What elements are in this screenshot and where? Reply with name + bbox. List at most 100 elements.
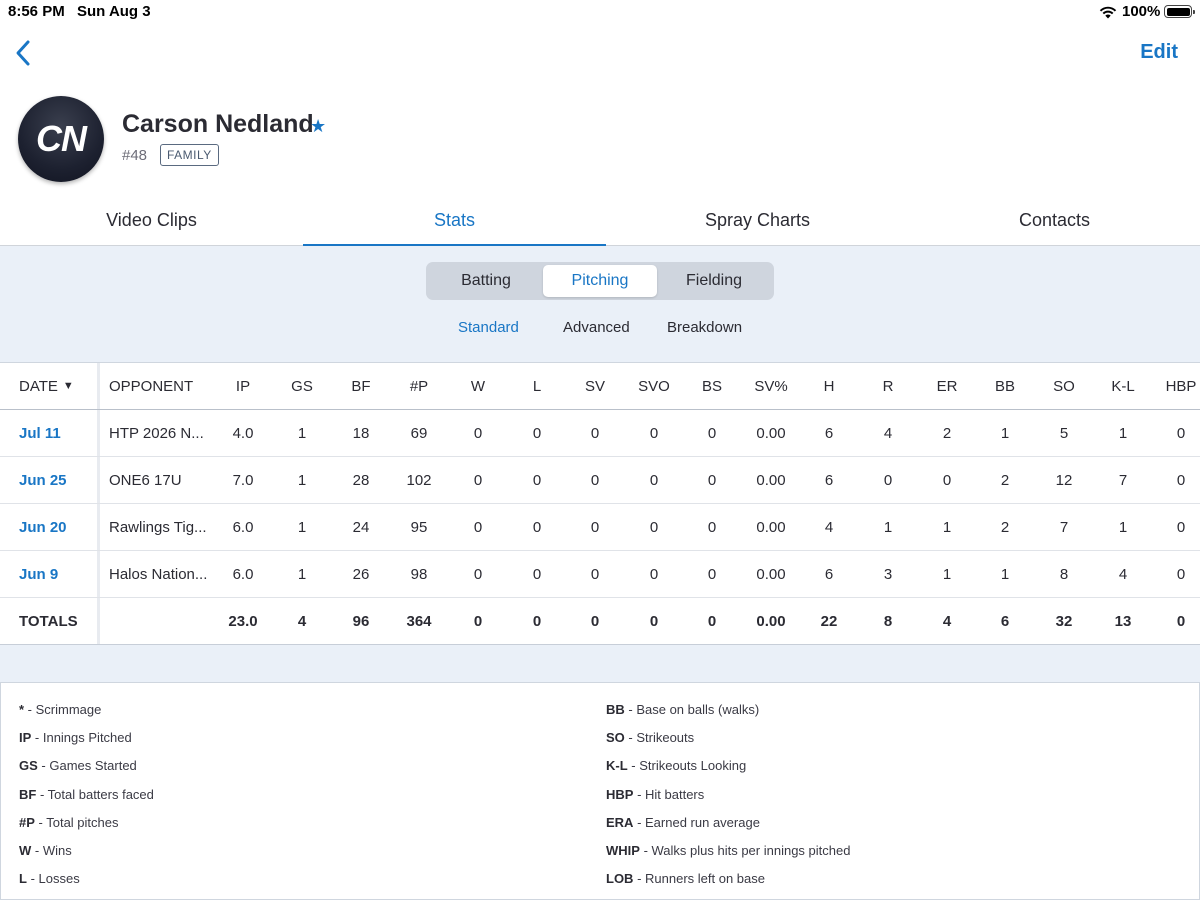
stat-value: 6 [824,471,834,489]
totals-row: TOTALS 23.0 4 96 364 0 0 0 0 0 0.00 22 8 4 6 32 13 0 [0,598,1200,645]
stat-value: 0 [1176,424,1186,442]
opponent-name: HTP 2026 N... [109,424,204,442]
stat-value: 0.00 [756,565,786,583]
legend-item: BB - Base on balls (walks) [606,702,759,717]
status-time: 8:56 PM [8,3,65,20]
status-date: Sun Aug 3 [77,3,151,20]
subtab-advanced[interactable]: Advanced [563,319,630,336]
stat-value: 0 [707,471,717,489]
total-value: 364 [406,612,432,630]
subtab-breakdown[interactable]: Breakdown [667,319,743,336]
stat-value: 0 [473,518,483,536]
legend-item: GS - Games Started [19,758,137,773]
legend-description: - Total pitches [34,814,119,830]
stat-value: 6 [824,424,834,442]
legend-description: - Scrimmage [24,702,102,717]
stat-value: 0 [883,471,893,489]
stat-value: 1 [883,518,893,536]
segment-pitching[interactable]: Pitching [543,265,657,297]
legend-item: L - Losses [19,871,80,886]
stat-value: 0 [707,424,717,442]
star-icon[interactable]: ★ [310,116,327,136]
table-row[interactable]: Jun 9 Halos Nation... 6.0 1 26 98 0 0 0 0 0 0.00 6 3 1… [0,551,1200,598]
stat-value: 12 [1055,471,1073,489]
total-value: 0 [473,612,483,630]
opponent-column-header[interactable]: OPPONENT [109,377,194,395]
legend-item: SO - Strikeouts [606,730,694,745]
game-date-link[interactable]: Jun 20 [19,518,67,536]
segment-fielding[interactable]: Fielding [685,272,743,289]
stat-value: 0 [532,424,542,442]
legend-description: - Strikeouts [624,730,695,746]
table-row[interactable]: Jun 20 Rawlings Tig... 6.0 1 24 95 0 0 0 0 0 0.00 4 1… [0,504,1200,551]
stat-column-header: SV% [754,377,788,395]
legend-item: LOB - Runners left on base [606,871,765,886]
edit-button[interactable]: Edit [1140,41,1178,63]
stat-column-header: #P [409,377,429,395]
stat-value: 0 [590,471,600,489]
stat-value: 0 [942,471,952,489]
stat-column-header: H [823,377,835,395]
game-date-link[interactable]: Jun 9 [19,565,59,583]
battery-percentage: 100% [1122,3,1161,20]
stat-column-header: HBP [1165,377,1197,395]
date-column-header[interactable]: DATE ▼ [19,363,74,409]
stat-value: 0 [649,471,659,489]
opponent-name: ONE6 17U [109,471,182,489]
stat-value: 4.0 [232,424,254,442]
total-value: 22 [820,612,838,630]
legend-abbreviation: ERA [606,814,634,830]
tab-stats[interactable]: Stats [303,196,606,246]
stat-value: 0 [1176,471,1186,489]
stat-value: 1 [942,518,952,536]
stat-value: 0 [532,565,542,583]
avatar: CN [18,96,104,182]
subtab-standard[interactable]: Standard [458,319,519,336]
game-date-link[interactable]: Jun 25 [19,471,67,489]
stats-legend: * - Scrimmage IP - Innings Pitched GS - Ga… [0,682,1200,900]
stat-column-header: SVO [638,377,670,395]
total-value: 6 [1000,612,1010,630]
stat-value: 0 [590,518,600,536]
legend-description: - Losses [26,871,80,887]
stat-value: 102 [406,471,432,489]
stat-column-header: R [882,377,894,395]
legend-abbreviation: IP [19,730,32,746]
legend-description: - Innings Pitched [31,730,132,746]
stat-value: 0 [473,471,483,489]
total-value: 0 [532,612,542,630]
legend-abbreviation: GS [19,758,38,774]
total-value: 0 [590,612,600,630]
tab-video-clips[interactable]: Video Clips [106,210,197,230]
tab-spray-charts[interactable]: Spray Charts [704,210,811,230]
pitching-stats-table: DATE ▼ OPPONENT IP GS BF #P W L SV SVO BS SV% H R ER BB S… [0,363,1200,645]
stat-value: 6.0 [232,518,254,536]
stat-value: 3 [883,565,893,583]
stat-value: 1 [1000,424,1010,442]
stat-value: 1 [1000,565,1010,583]
table-row[interactable]: Jul 11 HTP 2026 N... 4.0 1 18 69 0 0 0 0 0 0.00 6 4 2 1… [0,410,1200,457]
back-chevron-icon[interactable] [12,38,36,68]
stat-column-header: ER [936,377,958,395]
total-value: 0 [649,612,659,630]
tab-contacts[interactable]: Contacts [1018,210,1091,230]
stat-column-header: SV [584,377,605,395]
avatar-initials: CN [36,118,87,159]
family-badge: FAMILY [160,144,219,166]
legend-item: * - Scrimmage [19,702,101,717]
game-date-link[interactable]: Jul 11 [19,424,61,442]
stat-value: 7.0 [232,471,254,489]
segment-batting[interactable]: Batting [461,272,511,289]
total-value: 23.0 [228,612,258,630]
stat-value: 1 [942,565,952,583]
stat-value: 28 [352,471,370,489]
legend-abbreviation: K-L [606,758,628,774]
totals-label: TOTALS [19,612,78,630]
legend-item: K-L - Strikeouts Looking [606,758,746,773]
stat-column-header: BF [351,377,371,395]
legend-abbreviation: WHIP [606,843,640,858]
table-row[interactable]: Jun 25 ONE6 17U 7.0 1 28 102 0 0 0 0 0 0.00 6 0 0 2 12 7 0 [0,457,1200,504]
stat-value: 0 [1176,518,1186,536]
legend-abbreviation: HBP [606,786,634,802]
stat-value: 1 [1118,424,1128,442]
